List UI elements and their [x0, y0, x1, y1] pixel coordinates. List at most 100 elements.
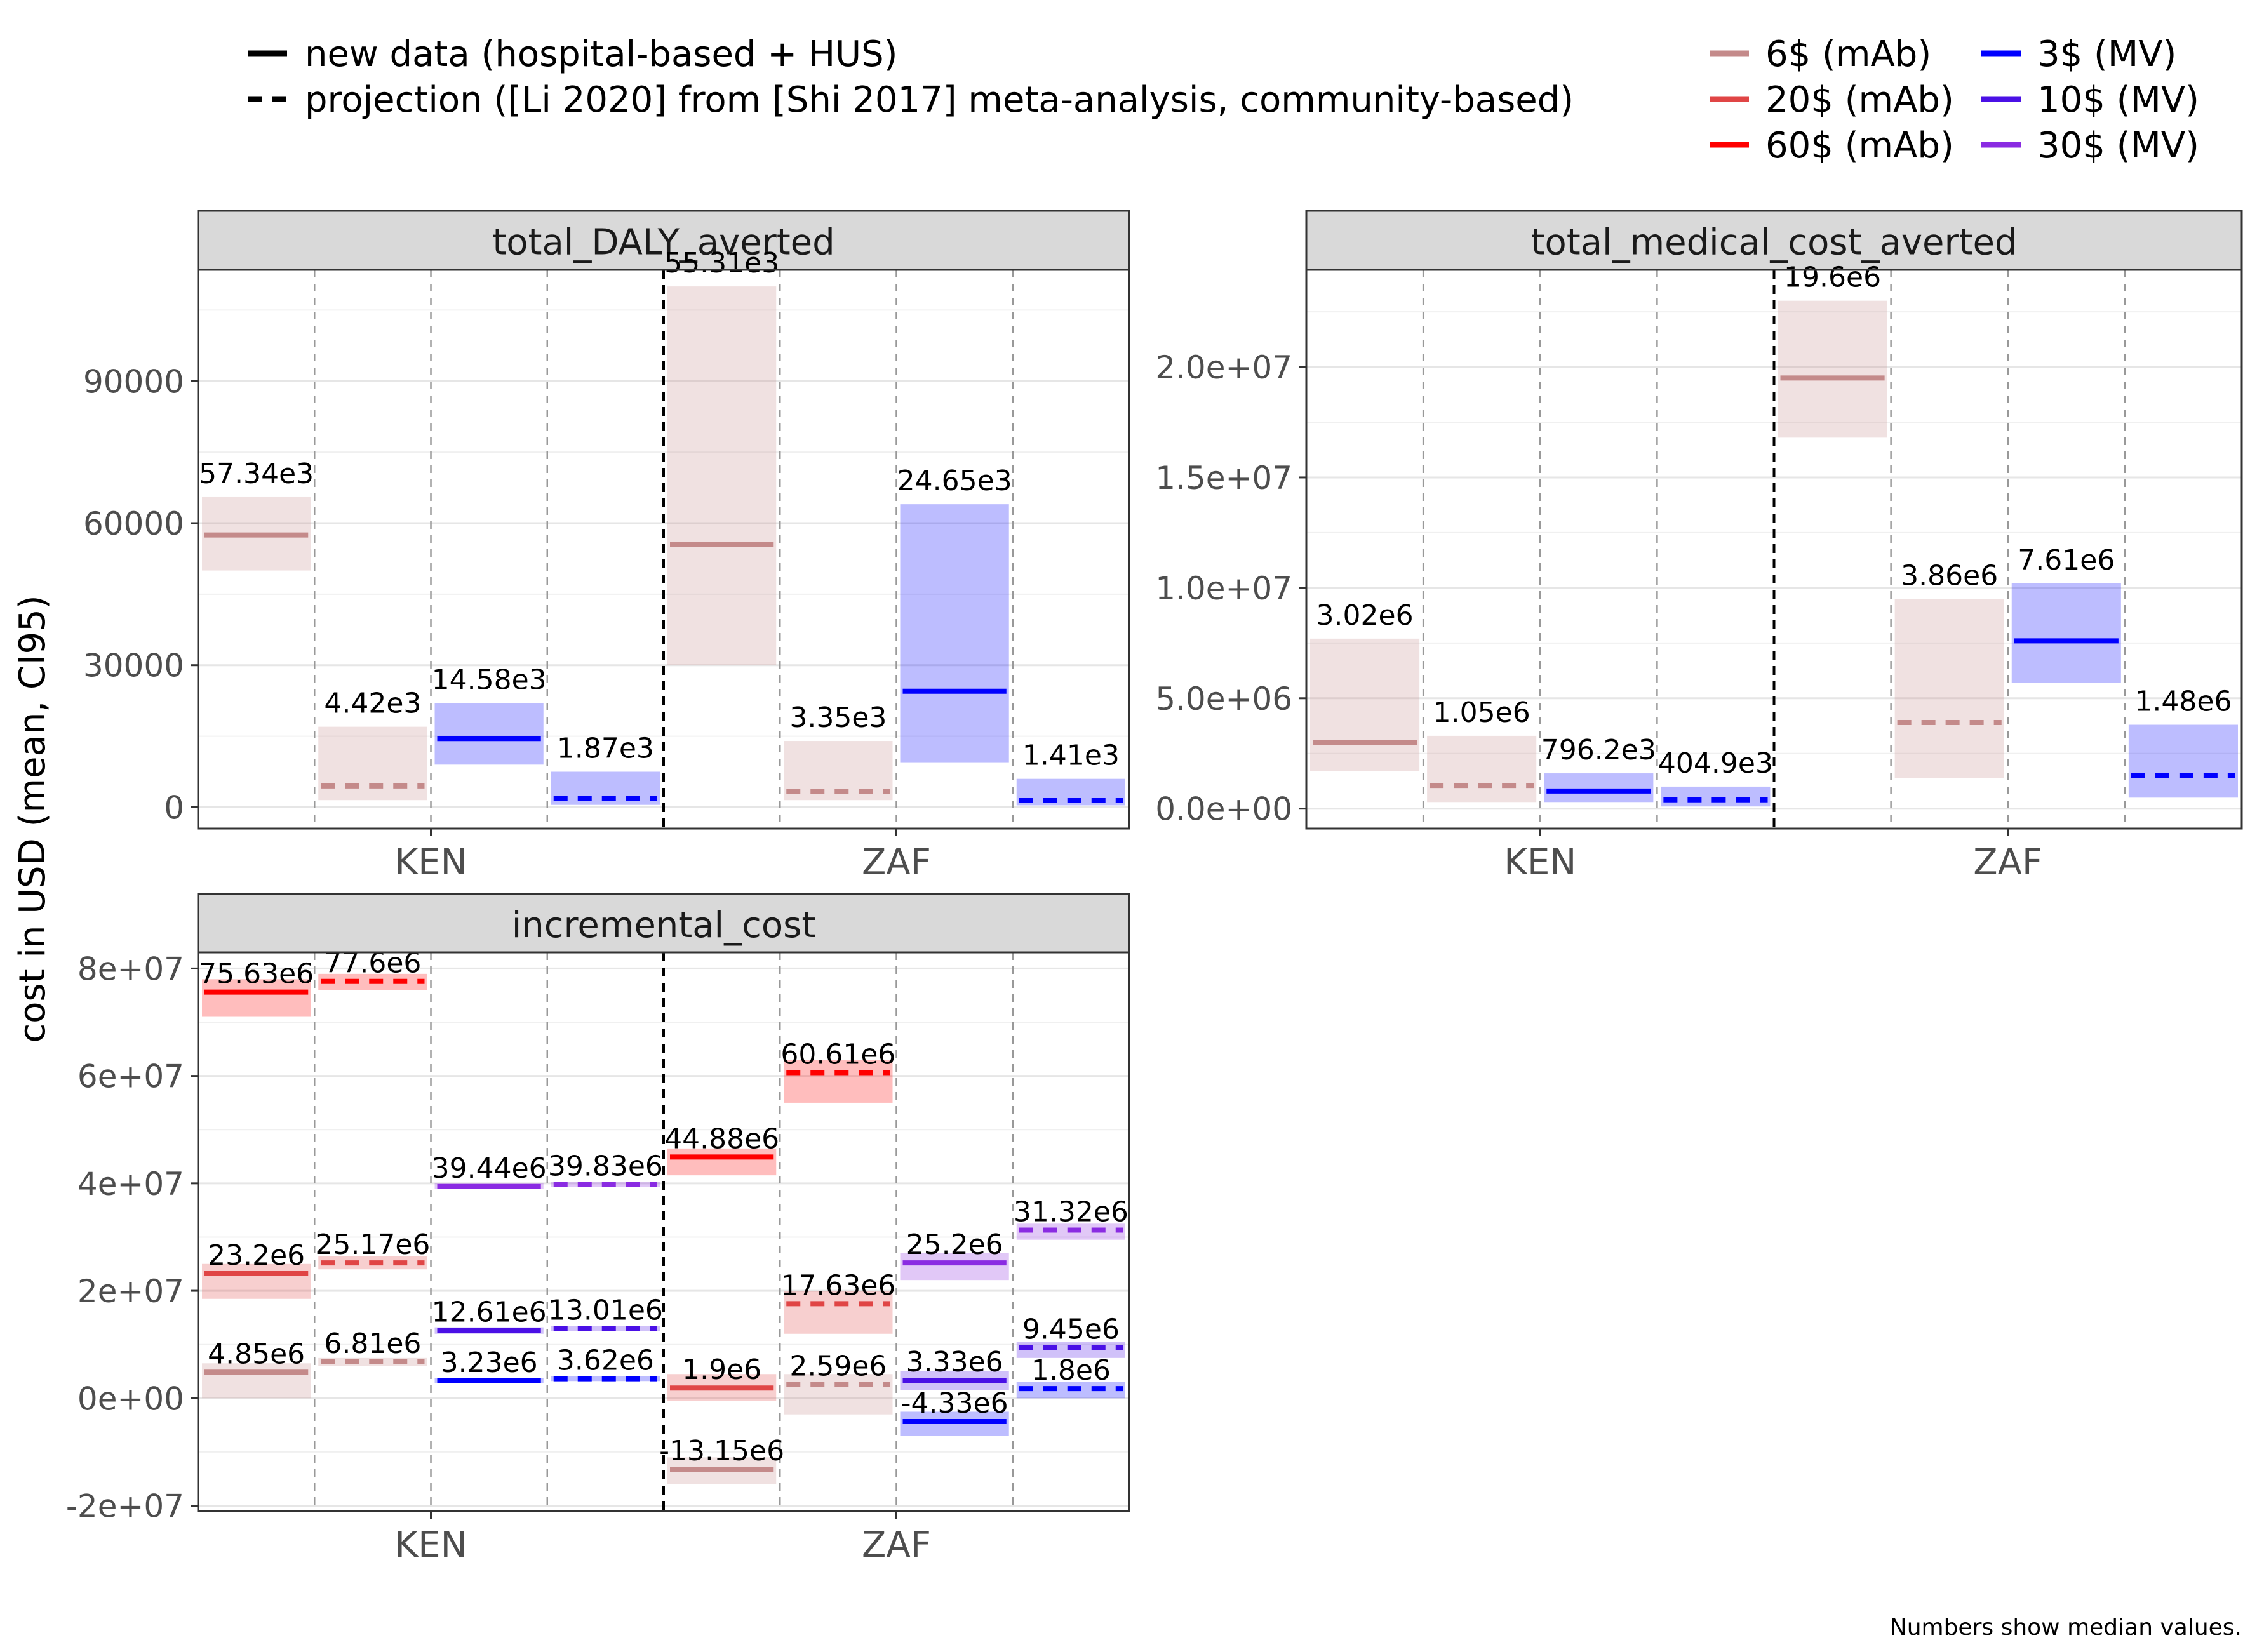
- median-value-label: 12.61e6: [432, 1296, 547, 1329]
- median-value-label: 2.59e6: [789, 1350, 887, 1382]
- ci-band: [1427, 735, 1537, 803]
- y-tick-label: 90000: [83, 363, 184, 400]
- median-value-label: 24.65e3: [897, 465, 1012, 497]
- median-value-label: 44.88e6: [664, 1122, 779, 1155]
- panel-incremental-cost: incremental_cost -2e+07 0e+00 2e+07 4e+07 6e+…: [66, 893, 1130, 1566]
- y-tick-label: -2e+07: [66, 1488, 184, 1525]
- legend-linetype-label: projection ([Li 2020] from [Shi 2017] me…: [305, 79, 1574, 121]
- ci-band: [2128, 724, 2238, 798]
- panel-strip: [1305, 210, 2243, 271]
- panel-title: total_DALY_averted: [492, 222, 834, 263]
- legend-color-label: 10$ (MV): [2037, 79, 2199, 121]
- x-tick-label: ZAF: [1973, 842, 2042, 883]
- median-value-label: 55.31e3: [664, 247, 779, 279]
- legend-color-label: 60$ (mAb): [1765, 125, 1954, 166]
- y-tick-label: 2e+07: [77, 1273, 184, 1310]
- y-tick-label: 60000: [83, 505, 184, 542]
- y-tick-label: 1.0e+07: [1155, 570, 1292, 607]
- legend-color-label: 30$ (MV): [2037, 125, 2199, 166]
- median-value-label: 3.86e6: [1901, 559, 1998, 592]
- legend-color-label: 3$ (MV): [2037, 34, 2176, 75]
- median-value-label: 60.61e6: [780, 1039, 895, 1071]
- y-axis-label: cost in USD (mean, CI95): [12, 595, 53, 1042]
- ci-band: [1778, 300, 1887, 438]
- median-value-label: 796.2e3: [1541, 734, 1656, 766]
- median-value-label: 1.8e6: [1031, 1354, 1111, 1387]
- median-value-label: 1.87e3: [557, 733, 654, 765]
- y-tick-label: 8e+07: [77, 950, 184, 987]
- median-value-label: 1.05e6: [1433, 696, 1530, 729]
- x-tick-label: KEN: [1504, 842, 1576, 883]
- ci-band: [1310, 638, 1420, 771]
- median-value-label: 3.33e6: [906, 1346, 1003, 1378]
- legend-linetype-label: new data (hospital-based + HUS): [305, 34, 897, 75]
- median-value-label: 17.63e6: [780, 1269, 895, 1302]
- legend: new data (hospital-based + HUS)projectio…: [248, 34, 2199, 166]
- ci-band: [202, 979, 311, 1017]
- ci-band: [1544, 773, 1654, 803]
- median-value-label: 3.62e6: [557, 1345, 654, 1377]
- ci-band: [434, 703, 544, 765]
- median-value-label: 39.83e6: [548, 1150, 663, 1183]
- panel-border: [1305, 269, 2243, 830]
- median-value-label: 25.2e6: [906, 1229, 1003, 1261]
- ci-band: [1894, 599, 2004, 778]
- median-value-label: 19.6e6: [1784, 262, 1881, 294]
- median-value-label: 6.81e6: [324, 1328, 421, 1360]
- median-value-label: 3.23e6: [441, 1347, 538, 1379]
- y-tick-label: 1.5e+07: [1155, 460, 1292, 496]
- median-value-label: 13.01e6: [548, 1294, 663, 1326]
- median-value-label: 1.9e6: [682, 1354, 761, 1386]
- x-tick-label: ZAF: [862, 842, 931, 883]
- y-tick-label: 0e+00: [77, 1380, 184, 1417]
- median-value-label: 1.41e3: [1022, 740, 1120, 772]
- ci-band: [900, 504, 1009, 763]
- ci-band: [784, 1060, 893, 1103]
- legend-color-label: 20$ (mAb): [1765, 79, 1954, 121]
- ci-band: [202, 1263, 311, 1299]
- x-tick-label: KEN: [395, 1524, 467, 1566]
- y-tick-label: 4e+07: [77, 1166, 184, 1202]
- panel-border: [197, 269, 1130, 830]
- ci-band: [318, 726, 427, 801]
- ci-band: [784, 1374, 893, 1415]
- median-value-label: 7.61e6: [2018, 544, 2115, 576]
- median-value-label: 404.9e3: [1658, 747, 1773, 780]
- ci-band: [2011, 583, 2121, 683]
- panel-strip: [197, 893, 1130, 954]
- median-value-label: 1.48e6: [2134, 686, 2232, 718]
- median-value-label: 4.42e3: [324, 688, 421, 720]
- panel-title: total_medical_cost_averted: [1531, 222, 2018, 263]
- ci-band: [667, 1148, 777, 1176]
- median-value-label: 39.44e6: [432, 1152, 547, 1185]
- ci-band: [667, 286, 777, 665]
- y-tick-label: 0.0e+00: [1155, 791, 1292, 828]
- median-value-label: -13.15e6: [659, 1435, 784, 1467]
- y-tick-label: 30000: [83, 648, 184, 684]
- panel-title: incremental_cost: [512, 905, 816, 946]
- ci-band: [900, 1253, 1009, 1281]
- median-value-label: 9.45e6: [1022, 1313, 1120, 1345]
- ci-band: [1661, 786, 1771, 807]
- legend-color-label: 6$ (mAb): [1765, 34, 1931, 75]
- median-value-label: -4.33e6: [901, 1387, 1008, 1420]
- median-value-label: 23.2e6: [208, 1239, 305, 1272]
- median-value-label: 4.85e6: [208, 1338, 305, 1370]
- ci-band: [202, 1363, 311, 1399]
- median-value-label: 31.32e6: [1014, 1196, 1128, 1228]
- panel-total-medical-cost-averted: total_medical_cost_averted 0.0e+00 5.0e+06…: [1155, 210, 2243, 883]
- median-value-label: 57.34e3: [199, 458, 314, 490]
- ci-band: [784, 1291, 893, 1334]
- median-value-label: 25.17e6: [315, 1229, 430, 1261]
- median-value-label: 3.02e6: [1316, 599, 1414, 632]
- panel-border: [197, 951, 1130, 1512]
- median-value-label: 3.35e3: [789, 702, 887, 734]
- median-value-label: 14.58e3: [432, 663, 547, 696]
- footnote: Numbers show median values.: [1890, 1615, 2242, 1641]
- x-tick-label: ZAF: [862, 1524, 931, 1566]
- median-value-label: 75.63e6: [199, 958, 314, 990]
- panel-strip: [197, 210, 1130, 271]
- y-tick-label: 2.0e+07: [1155, 349, 1292, 386]
